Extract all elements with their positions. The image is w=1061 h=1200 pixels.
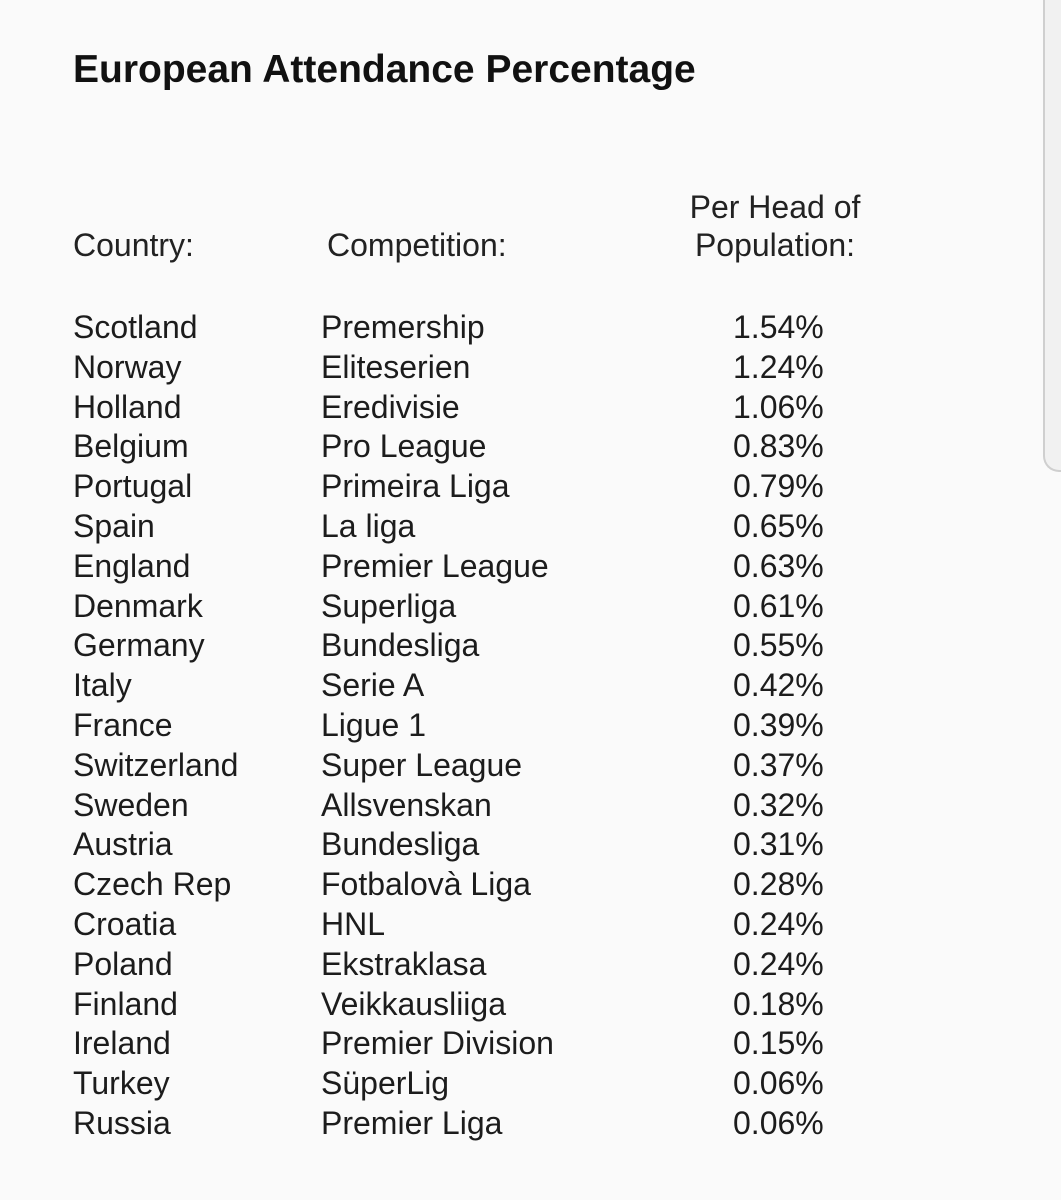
scroll-edge bbox=[1043, 0, 1061, 472]
table-row: Belgium Pro League 0.83% bbox=[0, 426, 1061, 466]
cell-country: Turkey bbox=[73, 1065, 170, 1102]
cell-competition: La liga bbox=[321, 507, 416, 544]
cell-competition: Pro League bbox=[321, 428, 487, 465]
table-row: Holland Eredivisie 1.06% bbox=[0, 387, 1061, 427]
cell-percentage: 0.15% bbox=[733, 1025, 824, 1062]
column-header-per-head-line1: Per Head of bbox=[689, 189, 861, 225]
cell-country: Germany bbox=[73, 627, 205, 664]
cell-country: Ireland bbox=[73, 1025, 171, 1062]
cell-percentage: 0.63% bbox=[733, 547, 824, 584]
cell-competition: Premier League bbox=[321, 547, 549, 584]
cell-percentage: 0.42% bbox=[733, 667, 824, 704]
cell-percentage: 0.24% bbox=[733, 945, 824, 982]
cell-percentage: 1.06% bbox=[733, 388, 824, 425]
table-row: Portugal Primeira Liga 0.79% bbox=[0, 466, 1061, 506]
cell-competition: Primeira Liga bbox=[321, 468, 510, 505]
cell-percentage: 0.83% bbox=[733, 428, 824, 465]
cell-competition: Bundesliga bbox=[321, 627, 480, 664]
table-row: Ireland Premier Division 0.15% bbox=[0, 1023, 1061, 1063]
cell-percentage: 0.28% bbox=[733, 866, 824, 903]
cell-percentage: 0.61% bbox=[733, 587, 824, 624]
table-row: Germany Bundesliga 0.55% bbox=[0, 625, 1061, 665]
table-row: Italy Serie A 0.42% bbox=[0, 665, 1061, 705]
cell-competition: Eredivisie bbox=[321, 388, 460, 425]
cell-competition: Premier Division bbox=[321, 1025, 554, 1062]
cell-country: Sweden bbox=[73, 786, 189, 823]
cell-percentage: 0.32% bbox=[733, 786, 824, 823]
table-row: Croatia HNL 0.24% bbox=[0, 904, 1061, 944]
cell-country: Scotland bbox=[73, 309, 198, 345]
cell-competition: Allsvenskan bbox=[321, 786, 492, 823]
cell-percentage: 0.06% bbox=[733, 1104, 824, 1141]
cell-competition: Bundesliga bbox=[321, 826, 480, 863]
cell-percentage: 0.31% bbox=[733, 826, 824, 863]
table-row: Turkey SüperLig 0.06% bbox=[0, 1063, 1061, 1103]
cell-competition: Premership bbox=[321, 309, 485, 345]
cell-percentage: 0.37% bbox=[733, 746, 824, 783]
cell-country: Belgium bbox=[73, 428, 189, 465]
cell-country: Denmark bbox=[73, 587, 203, 624]
cell-competition: Ligue 1 bbox=[321, 706, 426, 743]
attendance-table: Scotland Premership 1.54% Norway Eliteserien… bbox=[0, 307, 1061, 1143]
table-row: England Premier League 0.63% bbox=[0, 546, 1061, 586]
cell-competition: Veikkausliiga bbox=[321, 985, 506, 1022]
table-row: Russia Premier Liga 0.06% bbox=[0, 1103, 1061, 1143]
column-header-country: Country: bbox=[73, 227, 194, 263]
cell-country: Switzerland bbox=[73, 746, 239, 783]
cell-percentage: 0.06% bbox=[733, 1065, 824, 1102]
cell-competition: HNL bbox=[321, 905, 386, 942]
cell-country: Finland bbox=[73, 985, 178, 1022]
table-row: Sweden Allsvenskan 0.32% bbox=[0, 785, 1061, 825]
cell-country: Norway bbox=[73, 348, 182, 385]
cell-competition: SüperLig bbox=[321, 1065, 450, 1102]
cell-competition: Superliga bbox=[321, 587, 457, 624]
cell-percentage: 0.24% bbox=[733, 905, 824, 942]
cell-percentage: 0.39% bbox=[733, 706, 824, 743]
cell-country: France bbox=[73, 706, 173, 743]
cell-country: Portugal bbox=[73, 468, 193, 505]
page-title: European Attendance Percentage bbox=[73, 48, 696, 91]
table-row: Czech Rep Fotbalovà Liga 0.28% bbox=[0, 864, 1061, 904]
table-row: Austria Bundesliga 0.31% bbox=[0, 824, 1061, 864]
cell-country: Spain bbox=[73, 507, 155, 544]
cell-competition: Fotbalovà Liga bbox=[321, 866, 531, 903]
column-header-per-head-line2: Population: bbox=[694, 227, 856, 263]
table-row: Scotland Premership 1.54% bbox=[0, 307, 1061, 347]
cell-country: Italy bbox=[73, 667, 132, 704]
table-row: Norway Eliteserien 1.24% bbox=[0, 347, 1061, 387]
cell-competition: Super League bbox=[321, 746, 523, 783]
cell-country: Croatia bbox=[73, 905, 177, 942]
cell-competition: Premier Liga bbox=[321, 1104, 503, 1141]
table-row: Poland Ekstraklasa 0.24% bbox=[0, 944, 1061, 984]
table-row: Switzerland Super League 0.37% bbox=[0, 745, 1061, 785]
cell-country: England bbox=[73, 547, 191, 584]
table-row: Spain La liga 0.65% bbox=[0, 506, 1061, 546]
cell-competition: Ekstraklasa bbox=[321, 945, 487, 982]
cell-country: Holland bbox=[73, 388, 182, 425]
cell-percentage: 0.18% bbox=[733, 985, 824, 1022]
cell-percentage: 1.24% bbox=[733, 348, 824, 385]
cell-country: Poland bbox=[73, 945, 173, 982]
cell-percentage: 1.54% bbox=[733, 309, 824, 345]
table-row: Denmark Superliga 0.61% bbox=[0, 586, 1061, 626]
cell-percentage: 0.55% bbox=[733, 627, 824, 664]
cell-competition: Eliteserien bbox=[321, 348, 471, 385]
table-row: Finland Veikkausliiga 0.18% bbox=[0, 984, 1061, 1024]
column-header-competition: Competition: bbox=[327, 227, 507, 263]
cell-country: Russia bbox=[73, 1104, 171, 1141]
column-header-per-head: Per Head of Population: bbox=[640, 188, 910, 264]
cell-country: Austria bbox=[73, 826, 173, 863]
cell-country: Czech Rep bbox=[73, 866, 232, 903]
cell-percentage: 0.65% bbox=[733, 507, 824, 544]
table-row: France Ligue 1 0.39% bbox=[0, 705, 1061, 745]
cell-competition: Serie A bbox=[321, 667, 425, 704]
cell-percentage: 0.79% bbox=[733, 468, 824, 505]
